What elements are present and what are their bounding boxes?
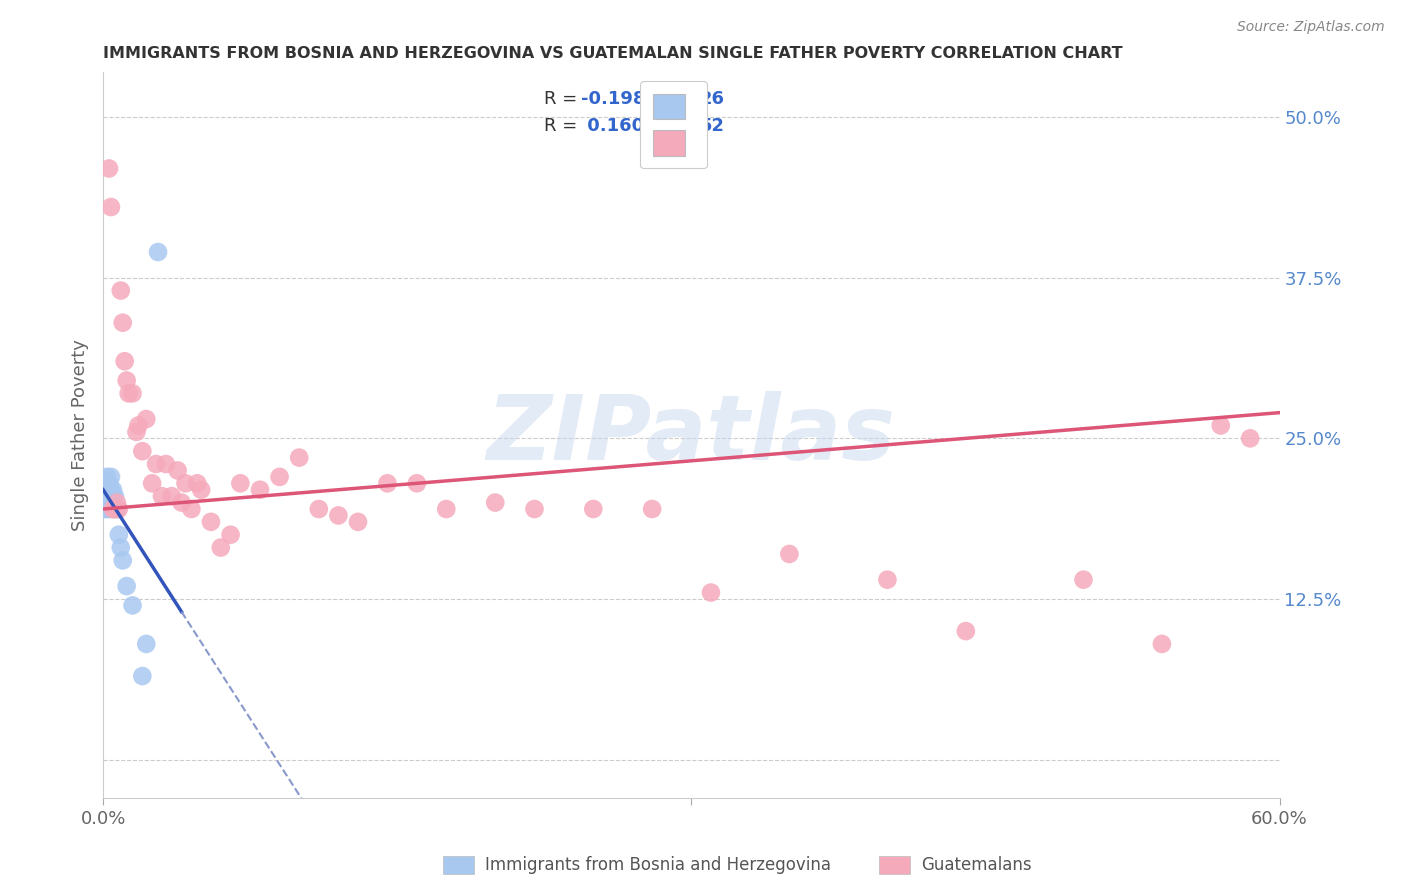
Point <box>288 450 311 465</box>
Point <box>186 476 208 491</box>
Point <box>125 425 148 439</box>
Text: 26: 26 <box>700 90 724 108</box>
Text: Immigrants from Bosnia and Herzegovina: Immigrants from Bosnia and Herzegovina <box>485 856 831 874</box>
Point <box>249 483 271 497</box>
Point <box>190 483 212 497</box>
Point <box>146 245 169 260</box>
Point <box>98 161 121 176</box>
Point <box>484 495 506 509</box>
Point <box>96 470 118 484</box>
Text: ZIPatlas: ZIPatlas <box>486 391 896 479</box>
Point <box>135 412 157 426</box>
Point <box>101 502 124 516</box>
Point <box>582 502 605 516</box>
Point <box>98 502 121 516</box>
Text: R =: R = <box>544 90 583 108</box>
Point <box>308 502 330 516</box>
Point <box>114 354 136 368</box>
Point <box>94 489 117 503</box>
Point <box>229 476 252 491</box>
Point <box>96 502 118 516</box>
Point <box>121 599 143 613</box>
Point <box>778 547 800 561</box>
Point <box>434 502 457 516</box>
Point <box>328 508 350 523</box>
Point <box>180 502 202 516</box>
Point <box>94 502 117 516</box>
Point <box>377 476 399 491</box>
Text: N =: N = <box>654 117 706 135</box>
Y-axis label: Single Father Poverty: Single Father Poverty <box>72 339 89 531</box>
Point <box>269 470 291 484</box>
Point <box>105 495 128 509</box>
Point <box>955 624 977 638</box>
Point <box>98 489 121 503</box>
Point <box>110 541 132 555</box>
Point <box>200 515 222 529</box>
Text: 0.160: 0.160 <box>581 117 644 135</box>
Point <box>100 200 122 214</box>
Point <box>108 502 131 516</box>
Point <box>1239 431 1261 445</box>
Point <box>174 476 197 491</box>
Point <box>1073 573 1095 587</box>
Point <box>101 502 124 516</box>
Point <box>135 637 157 651</box>
Point <box>96 489 118 503</box>
Text: 52: 52 <box>700 117 724 135</box>
Point <box>115 579 138 593</box>
Point <box>110 284 132 298</box>
Point <box>121 386 143 401</box>
Point <box>104 489 127 503</box>
Point <box>100 483 122 497</box>
Point <box>117 386 139 401</box>
Point <box>155 457 177 471</box>
Point <box>876 573 898 587</box>
Point <box>104 502 127 516</box>
Point <box>131 669 153 683</box>
Point <box>160 489 183 503</box>
Point <box>94 476 117 491</box>
Point <box>145 457 167 471</box>
Point <box>209 541 232 555</box>
Point <box>96 483 118 497</box>
Point <box>1150 637 1173 651</box>
Point <box>1209 418 1232 433</box>
Point <box>166 463 188 477</box>
Point <box>100 470 122 484</box>
Text: R =: R = <box>544 117 583 135</box>
Point <box>700 585 723 599</box>
Text: Source: ZipAtlas.com: Source: ZipAtlas.com <box>1237 20 1385 34</box>
Point <box>170 495 193 509</box>
Legend: , : , <box>640 81 707 169</box>
Point <box>100 495 122 509</box>
Text: N =: N = <box>654 90 706 108</box>
Point <box>111 553 134 567</box>
Point <box>127 418 149 433</box>
Point <box>104 502 127 516</box>
Point <box>523 502 546 516</box>
Point <box>405 476 427 491</box>
Point <box>347 515 370 529</box>
Point <box>641 502 664 516</box>
Point <box>115 374 138 388</box>
Point <box>101 483 124 497</box>
Point <box>219 527 242 541</box>
Point <box>141 476 163 491</box>
Point <box>98 476 121 491</box>
Point <box>111 316 134 330</box>
Text: -0.198: -0.198 <box>581 90 645 108</box>
Text: Guatemalans: Guatemalans <box>921 856 1032 874</box>
Point <box>131 444 153 458</box>
Point <box>105 502 128 516</box>
Text: IMMIGRANTS FROM BOSNIA AND HERZEGOVINA VS GUATEMALAN SINGLE FATHER POVERTY CORRE: IMMIGRANTS FROM BOSNIA AND HERZEGOVINA V… <box>103 46 1123 62</box>
Point <box>108 527 131 541</box>
Point <box>150 489 173 503</box>
